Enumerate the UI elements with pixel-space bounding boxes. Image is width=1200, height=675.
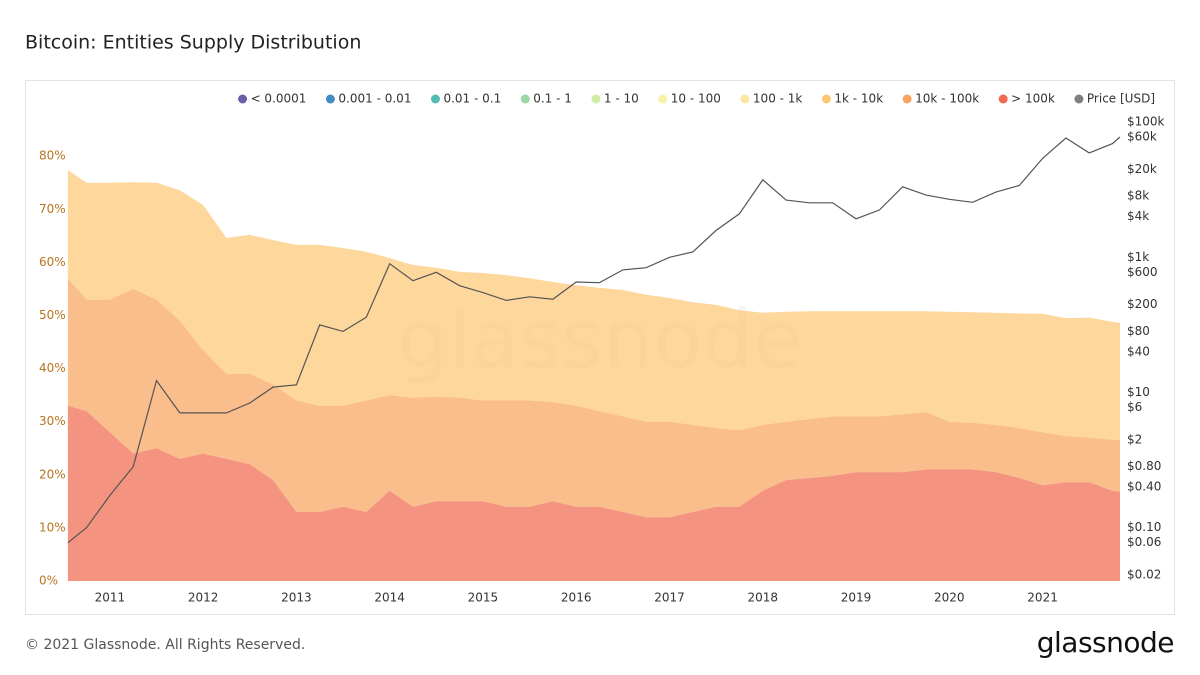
legend-item: 0.01 - 0.1 [430,92,501,106]
legend-label: 100 - 1k [753,92,802,106]
y2-tick-label: $40 [1127,344,1150,358]
legend-item: 10 - 100 [658,92,721,106]
area [67,170,1120,440]
footer: © 2021 Glassnode. All Rights Reserved. [25,637,305,653]
y2-tick-label: $0.10 [1127,520,1161,534]
y-tick-label: 40% [39,361,66,375]
x-tick-label: 2016 [561,591,592,605]
legend-label: Price [USD] [1087,92,1155,106]
y-tick-label: 80% [39,149,66,163]
legend-label: 0.01 - 0.1 [443,92,501,106]
y2-tick-label: $60k [1127,130,1157,144]
legend-label: > 100k [1011,92,1055,106]
y-tick-label: 60% [39,255,66,269]
area [67,278,1120,518]
y2-tick-label: $6 [1127,400,1142,414]
x-tick-label: 2011 [95,591,126,605]
x-tick-label: 2012 [188,591,219,605]
x-tick-label: 2014 [374,591,405,605]
legend-label: 10 - 100 [671,92,721,106]
x-tick-label: 2017 [654,591,685,605]
logo: glassnode [1037,626,1174,659]
y2-tick-label: $10 [1127,385,1150,399]
legend-swatch [658,94,668,104]
legend-item: 1 - 10 [591,92,639,106]
price-line [67,136,1121,544]
y-tick-label: 70% [39,202,66,216]
x-tick-label: 2018 [747,591,778,605]
legend-label: 1 - 10 [604,92,639,106]
legend-item: < 0.0001 [238,92,306,106]
chart-frame [25,80,1175,615]
y-tick-label: 0% [39,574,58,588]
y2-tick-label: $100k [1127,115,1165,129]
chart-title: Bitcoin: Entities Supply Distribution [25,32,361,54]
legend-item: 100 - 1k [740,92,802,106]
y2-tick-label: $0.06 [1127,535,1161,549]
y2-tick-label: $0.02 [1127,567,1161,581]
legend-swatch [591,94,601,104]
y-tick-label: 50% [39,308,66,322]
plot-area [67,136,1121,581]
legend-label: 0.1 - 1 [533,92,572,106]
y2-tick-label: $200 [1127,297,1158,311]
legend-swatch [821,94,831,104]
legend-label: 0.001 - 0.01 [338,92,411,106]
y2-tick-label: $600 [1127,265,1158,279]
legend-item: 1k - 10k [821,92,883,106]
y2-tick-label: $80 [1127,324,1150,338]
legend-swatch [998,94,1008,104]
legend-item: 10k - 100k [902,92,979,106]
legend-label: 10k - 100k [915,92,979,106]
x-tick-label: 2015 [468,591,499,605]
y2-tick-label: $0.40 [1127,480,1161,494]
legend-item: 0.1 - 1 [520,92,572,106]
y2-tick-label: $8k [1127,189,1149,203]
y2-tick-label: $20k [1127,162,1157,176]
legend: < 0.0001 0.001 - 0.01 0.01 - 0.1 0.1 - 1 1 -… [238,92,1155,106]
legend-swatch [1074,94,1084,104]
legend-label: < 0.0001 [251,92,307,106]
x-tick-label: 2020 [934,591,965,605]
x-tick-label: 2013 [281,591,312,605]
y2-tick-label: $0.80 [1127,459,1161,473]
y-tick-label: 10% [39,520,66,534]
y-tick-label: 30% [39,414,66,428]
y-tick-label: 20% [39,467,66,481]
legend-swatch [325,94,335,104]
legend-item: Price [USD] [1074,92,1155,106]
legend-item: 0.001 - 0.01 [325,92,411,106]
legend-item: > 100k [998,92,1055,106]
x-tick-label: 2019 [841,591,872,605]
legend-swatch [740,94,750,104]
legend-label: 1k - 10k [834,92,883,106]
legend-swatch [902,94,912,104]
area [67,405,1120,581]
y2-tick-label: $2 [1127,432,1142,446]
legend-swatch [520,94,530,104]
legend-swatch [430,94,440,104]
y2-tick-label: $1k [1127,250,1149,264]
y2-tick-label: $4k [1127,209,1149,223]
legend-swatch [238,94,248,104]
x-tick-label: 2021 [1027,591,1058,605]
